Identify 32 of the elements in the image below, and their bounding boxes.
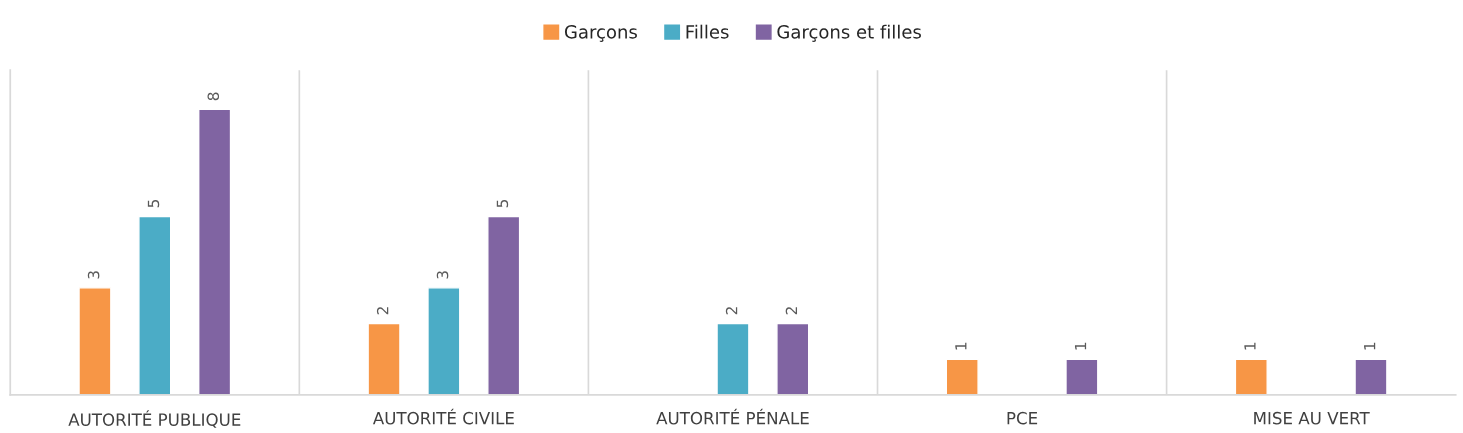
bar xyxy=(78,287,112,395)
bar xyxy=(198,108,232,395)
bar xyxy=(1065,358,1099,395)
data-label: 5 xyxy=(147,199,160,208)
bar xyxy=(776,322,810,395)
x-tick-label: MISE AU VERT xyxy=(1254,411,1370,425)
data-label: 1 xyxy=(955,342,967,350)
data-label: 3 xyxy=(87,271,100,279)
bar xyxy=(367,322,401,395)
data-label: 8 xyxy=(207,92,220,101)
legend-label: Filles xyxy=(686,24,729,39)
bar xyxy=(1234,358,1268,395)
bar xyxy=(1354,358,1388,395)
data-label: 1 xyxy=(1074,342,1087,350)
x-tick-label: AUTORITÉ PUBLIQUE xyxy=(68,410,241,428)
x-tick-label: AUTORITÉ PÉNALE xyxy=(656,408,809,425)
bar xyxy=(945,358,979,395)
legend-label: Garçons xyxy=(564,25,637,42)
bar xyxy=(138,215,172,395)
data-label: 1 xyxy=(1364,342,1376,350)
data-label: 5 xyxy=(496,199,509,208)
bar xyxy=(427,287,461,395)
legend-label: Garçons et filles xyxy=(777,24,921,42)
bar xyxy=(716,322,750,395)
x-tick-label: AUTORITÉ CIVILE xyxy=(372,408,514,425)
data-label: 2 xyxy=(785,307,798,315)
data-label: 1 xyxy=(1244,342,1256,350)
data-label: 3 xyxy=(436,271,449,279)
data-label: 2 xyxy=(376,307,389,315)
x-tick-label: PCE xyxy=(1007,411,1038,425)
data-label: 2 xyxy=(725,307,738,315)
bar xyxy=(487,215,521,395)
